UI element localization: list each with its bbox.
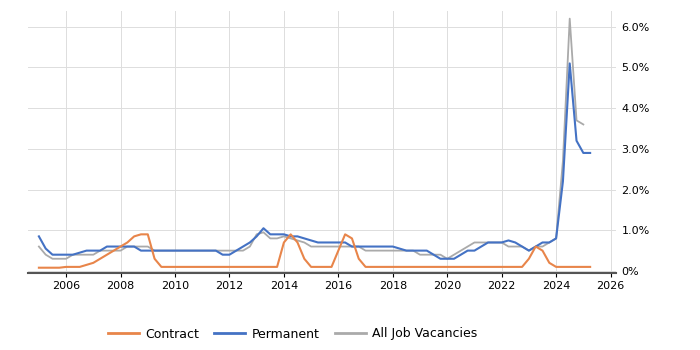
Legend: Contract, Permanent, All Job Vacancies: Contract, Permanent, All Job Vacancies xyxy=(103,322,482,345)
